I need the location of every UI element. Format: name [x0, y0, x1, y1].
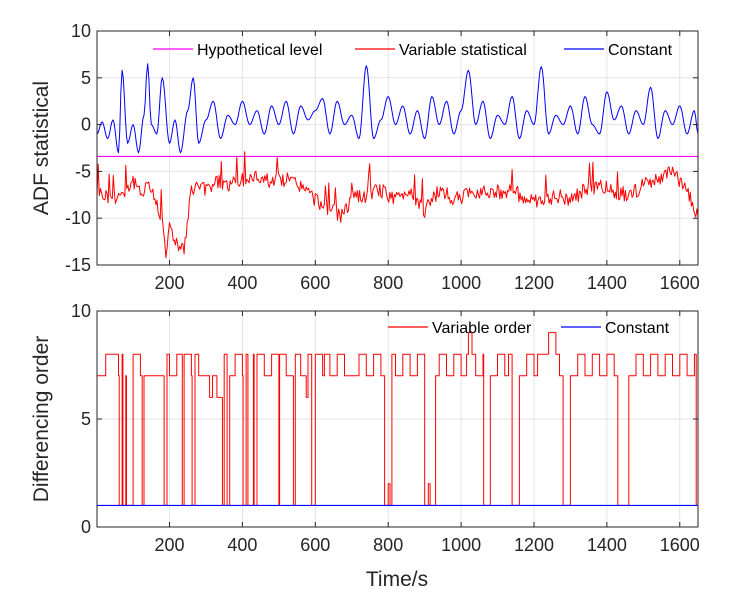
top-ticks: 200 400 600 800 1000 1200 1400 1600 10 5 0 -5 -10 -15	[65, 21, 700, 293]
x-tick-label: 200	[155, 273, 185, 293]
top-legend: Hypothetical level Variable statistical …	[153, 42, 673, 59]
top-series	[96, 63, 699, 259]
y-tick-label: 0	[81, 115, 91, 135]
adf-statistic-panel: 200 400 600 800 1000 1200 1400 1600 10 5 0 -5 -10 -15…	[30, 21, 700, 293]
y-tick-label: 5	[81, 68, 91, 88]
x-tick-label: 1200	[514, 273, 554, 293]
x-tick-label: 1400	[587, 535, 627, 555]
y-tick-label: 0	[81, 517, 91, 537]
x-tick-label: 200	[155, 535, 185, 555]
legend-label-variable-order: Variable order	[432, 320, 532, 337]
x-tick-label: 600	[300, 273, 330, 293]
bottom-ticks: 200 400 600 800 1000 1200 1400 1600 0 5 10	[71, 301, 700, 555]
x-tick-label: 1000	[441, 535, 481, 555]
differencing-order-panel: 200 400 600 800 1000 1200 1400 1600 0 5 10 Differe…	[30, 301, 700, 591]
variable-order-line	[97, 332, 699, 506]
bottom-legend: Variable order Constant	[388, 320, 670, 337]
top-y-axis-label: ADF statistical	[30, 81, 53, 215]
top-grid	[97, 30, 698, 266]
x-tick-label: 800	[373, 273, 403, 293]
x-tick-label: 600	[300, 535, 330, 555]
x-tick-label: 800	[373, 535, 403, 555]
x-tick-label: 1000	[441, 273, 481, 293]
constant-line	[96, 63, 699, 154]
x-axis-label: Time/s	[366, 568, 428, 591]
y-tick-label: -15	[65, 255, 91, 275]
legend-label-variable-statistical: Variable statistical	[399, 42, 527, 59]
y-tick-label: -10	[65, 208, 91, 228]
legend-label-constant: Constant	[608, 42, 673, 59]
top-axes-box	[96, 30, 699, 266]
bottom-y-axis-label: Differencing order	[30, 336, 53, 503]
x-tick-label: 1600	[660, 535, 700, 555]
legend-label-hypothetical-level: Hypothetical level	[197, 42, 322, 59]
y-tick-label: 10	[71, 301, 91, 321]
x-tick-label: 400	[227, 273, 257, 293]
y-tick-label: 5	[81, 409, 91, 429]
y-tick-label: -5	[75, 161, 91, 181]
y-tick-label: 10	[71, 21, 91, 41]
x-tick-label: 400	[227, 535, 257, 555]
x-tick-label: 1200	[514, 535, 554, 555]
legend-label-constant-order: Constant	[605, 320, 670, 337]
x-tick-label: 1600	[660, 273, 700, 293]
variable-statistical-line	[96, 151, 699, 259]
top-plot-area	[97, 31, 698, 265]
bottom-series	[97, 332, 699, 506]
x-tick-label: 1400	[587, 273, 627, 293]
